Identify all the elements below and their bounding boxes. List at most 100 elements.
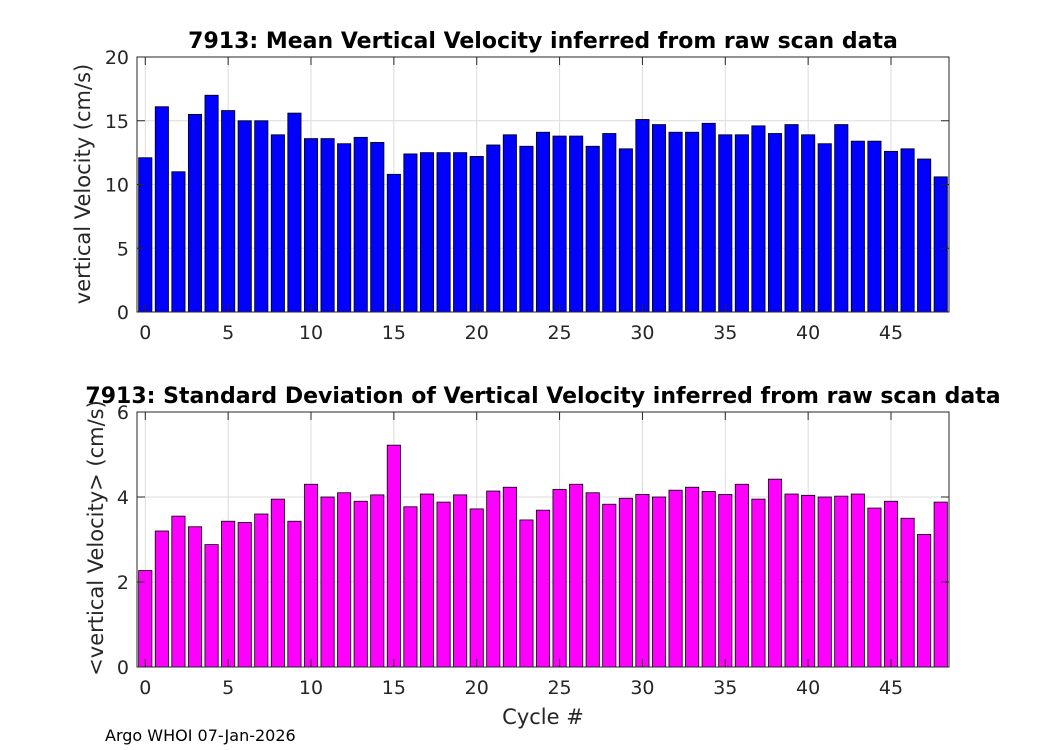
std-velocity-bar-8 (270, 498, 285, 668)
mean-velocity-bar-37 (751, 125, 766, 313)
mean-velocity-bar-44 (867, 140, 882, 313)
mean-velocity-xtick-label-5: 5 (222, 322, 234, 344)
std-velocity-bar-39 (784, 493, 799, 668)
std-velocity-xtick-label-0: 0 (139, 677, 151, 699)
std-velocity-bar-25 (552, 488, 567, 668)
std-velocity-bar-2 (171, 515, 186, 668)
std-velocity-xtick-label-25: 25 (547, 677, 571, 699)
std-velocity-bar-34 (701, 491, 716, 668)
mean-velocity-ytick-label-5: 5 (117, 238, 129, 260)
mean-velocity-bar-30 (635, 119, 650, 313)
mean-velocity-bar-39 (784, 124, 799, 313)
mean-velocity-ylabel: vertical Velocity (cm/s) (71, 64, 95, 304)
std-velocity-bar-38 (767, 478, 783, 668)
std-velocity-bar-13 (353, 500, 368, 668)
std-velocity-bar-14 (370, 494, 385, 668)
mean-velocity-ytick-label-20: 20 (105, 47, 129, 69)
mean-velocity-ytick-label-10: 10 (105, 175, 129, 197)
std-velocity-xtick-label-15: 15 (382, 677, 406, 699)
std-velocity-bar-4 (204, 544, 219, 668)
std-velocity-bar-12 (337, 492, 352, 668)
std-velocity-bar-35 (718, 494, 733, 668)
std-velocity-ytick-label-0: 0 (117, 657, 129, 679)
mean-velocity-bar-15 (386, 173, 401, 313)
mean-velocity-ticks: 0 5 10 15 20 25 30 35 40 45 0 5 10 15 20 (105, 47, 949, 344)
mean-velocity-bar-48 (933, 176, 948, 313)
mean-velocity-bar-20 (469, 156, 484, 313)
std-velocity-bar-36 (734, 483, 749, 668)
std-velocity-ytick-label-4: 4 (117, 487, 129, 509)
mean-velocity-bar-7 (254, 120, 269, 313)
mean-velocity-xtick-label-30: 30 (630, 322, 654, 344)
std-velocity-bar-3 (187, 526, 203, 668)
std-velocity-bar-7 (254, 513, 269, 668)
mean-velocity-xtick-label-15: 15 (382, 322, 406, 344)
mean-velocity-bar-10 (303, 138, 319, 313)
std-velocity-bar-22 (502, 486, 517, 668)
mean-velocity-xtick-label-20: 20 (465, 322, 489, 344)
mean-velocity-bar-41 (817, 143, 832, 313)
std-velocity-bar-29 (618, 497, 633, 668)
std-velocity-xlabel: Cycle # (502, 705, 584, 729)
std-velocity-bar-26 (569, 483, 584, 668)
std-velocity-bar-33 (685, 486, 700, 668)
footer-stamp: Argo WHOI 07-Jan-2026 (105, 726, 296, 745)
mean-velocity-bar-8 (270, 134, 285, 313)
std-velocity-bar-20 (469, 508, 484, 668)
mean-velocity-title: 7913: Mean Vertical Velocity inferred fr… (188, 29, 898, 54)
std-velocity-bar-44 (867, 507, 882, 668)
std-velocity-bar-42 (834, 495, 849, 668)
std-velocity-xtick-label-35: 35 (713, 677, 737, 699)
mean-velocity-bar-22 (502, 134, 517, 313)
std-velocity-bar-5 (221, 520, 236, 668)
std-velocity-bar-19 (453, 494, 468, 668)
mean-velocity-bar-12 (337, 143, 352, 313)
std-velocity-bar-32 (668, 489, 683, 668)
std-velocity-bar-1 (154, 530, 169, 668)
std-velocity-xtick-label-40: 40 (796, 677, 820, 699)
mean-velocity-bar-36 (734, 134, 749, 313)
mean-velocity-bar-9 (287, 112, 302, 313)
mean-velocity-bar-21 (486, 144, 501, 313)
std-velocity-bar-21 (486, 490, 501, 668)
std-velocity-ticks: 0 5 10 15 20 25 30 35 40 45 0 2 4 6 (117, 402, 949, 699)
mean-velocity-bar-31 (651, 124, 667, 313)
mean-velocity-xtick-label-40: 40 (796, 322, 820, 344)
std-velocity-bar-6 (237, 522, 252, 668)
mean-velocity-bar-25 (552, 135, 567, 313)
mean-velocity-ytick-label-0: 0 (117, 302, 129, 324)
mean-velocity-bar-11 (320, 138, 335, 313)
std-velocity-bar-47 (917, 534, 932, 668)
mean-velocity-bar-5 (221, 110, 236, 313)
mean-velocity-bar-26 (569, 135, 584, 313)
mean-velocity-bar-18 (436, 152, 451, 313)
mean-velocity-bar-1 (154, 106, 169, 313)
std-velocity-xtick-label-20: 20 (465, 677, 489, 699)
mean-velocity-xtick-label-0: 0 (139, 322, 151, 344)
mean-velocity-xtick-label-35: 35 (713, 322, 737, 344)
std-velocity-xtick-label-5: 5 (222, 677, 234, 699)
mean-velocity-xtick-label-25: 25 (547, 322, 571, 344)
std-velocity-ytick-label-2: 2 (117, 572, 129, 594)
std-velocity-bar-15 (386, 444, 401, 668)
std-velocity-ytick-label-6: 6 (117, 402, 129, 424)
mean-velocity-bar-38 (767, 133, 783, 313)
mean-velocity-bar-28 (602, 133, 617, 313)
mean-velocity-bar-27 (585, 145, 600, 313)
std-velocity-xtick-label-10: 10 (299, 677, 323, 699)
mean-velocity-bar-6 (237, 120, 252, 313)
std-velocity-title: 7913: Standard Deviation of Vertical Vel… (85, 384, 1000, 409)
std-velocity-bar-31 (651, 496, 667, 668)
std-velocity-bar-40 (801, 494, 816, 668)
mean-velocity-bar-42 (834, 124, 849, 313)
std-velocity-bar-48 (933, 501, 948, 668)
std-velocity-xtick-label-45: 45 (879, 677, 903, 699)
mean-velocity-xtick-label-45: 45 (879, 322, 903, 344)
mean-velocity-bar-23 (519, 145, 534, 313)
std-velocity-bar-24 (535, 509, 551, 668)
std-velocity-bar-11 (320, 496, 335, 668)
mean-velocity-bar-43 (850, 140, 865, 313)
mean-velocity-chart: 0 5 10 15 20 25 30 35 40 45 0 5 10 15 20 7913: Mean Ve… (71, 29, 950, 344)
std-velocity-bar-37 (751, 498, 766, 668)
